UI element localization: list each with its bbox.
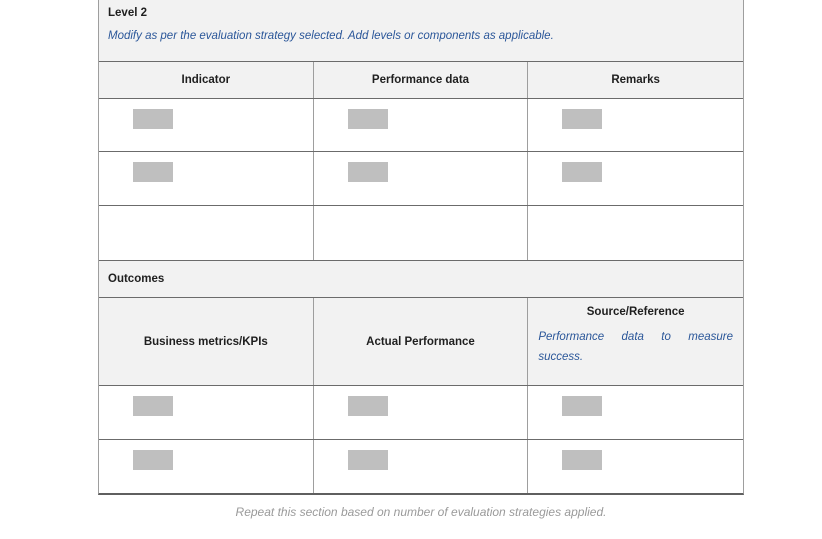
outcomes-section-band: Outcomes [99, 261, 743, 298]
table-cell[interactable] [314, 206, 529, 260]
column-header-performance-data: Performance data [314, 62, 529, 98]
table-cell[interactable] [314, 440, 529, 493]
content-placeholder [133, 396, 173, 416]
content-placeholder [562, 450, 603, 470]
content-placeholder [347, 450, 388, 470]
column-header-indicator: Indicator [99, 62, 314, 98]
table-cell[interactable] [528, 99, 743, 151]
table-cell[interactable] [528, 152, 743, 205]
outcomes-table-body [99, 386, 743, 493]
table-cell[interactable] [99, 386, 314, 439]
content-placeholder [347, 162, 388, 182]
table-cell[interactable] [99, 206, 314, 260]
table-cell[interactable] [314, 386, 529, 439]
source-reference-label: Source/Reference [586, 306, 685, 318]
content-placeholder [562, 109, 603, 129]
content-placeholder [133, 109, 173, 129]
table-cell[interactable] [314, 152, 529, 205]
content-placeholder [347, 396, 388, 416]
content-placeholder [133, 162, 173, 182]
table-cell[interactable] [528, 206, 743, 260]
table-row [99, 440, 743, 493]
column-header-source-reference: Source/Reference Performance data to mea… [528, 298, 743, 385]
table-cell[interactable] [99, 152, 314, 205]
column-header-remarks: Remarks [611, 74, 660, 86]
outcomes-header-row: Business metrics/KPIs Actual Performance… [99, 298, 743, 386]
table-cell[interactable] [99, 440, 314, 493]
table-cell[interactable] [528, 440, 743, 493]
table-row [99, 99, 743, 152]
table-row [99, 152, 743, 206]
source-reference-note: Performance data to measure success. [538, 331, 733, 363]
content-placeholder [133, 450, 173, 470]
table-cell[interactable] [99, 99, 314, 151]
level2-header-row: Indicator Performance data Remarks [99, 62, 743, 99]
level2-section-band: Level 2 Modify as per the evaluation str… [99, 0, 743, 62]
column-header-actual-performance: Actual Performance [314, 298, 529, 385]
level2-instruction-text: Modify as per the evaluation strategy se… [108, 30, 554, 42]
evaluation-table: Level 2 Modify as per the evaluation str… [98, 0, 744, 495]
level2-table-body [99, 99, 743, 261]
table-cell[interactable] [528, 386, 743, 439]
content-placeholder [562, 162, 603, 182]
table-cell[interactable] [314, 99, 529, 151]
outcomes-section-title: Outcomes [108, 273, 165, 285]
content-placeholder [347, 109, 388, 129]
table-row [99, 386, 743, 440]
footer-note: Repeat this section based on number of e… [235, 505, 607, 519]
column-header-business-metrics: Business metrics/KPIs [99, 298, 314, 385]
content-placeholder [562, 396, 603, 416]
level2-section-title: Level 2 [108, 7, 147, 19]
table-row [99, 206, 743, 261]
